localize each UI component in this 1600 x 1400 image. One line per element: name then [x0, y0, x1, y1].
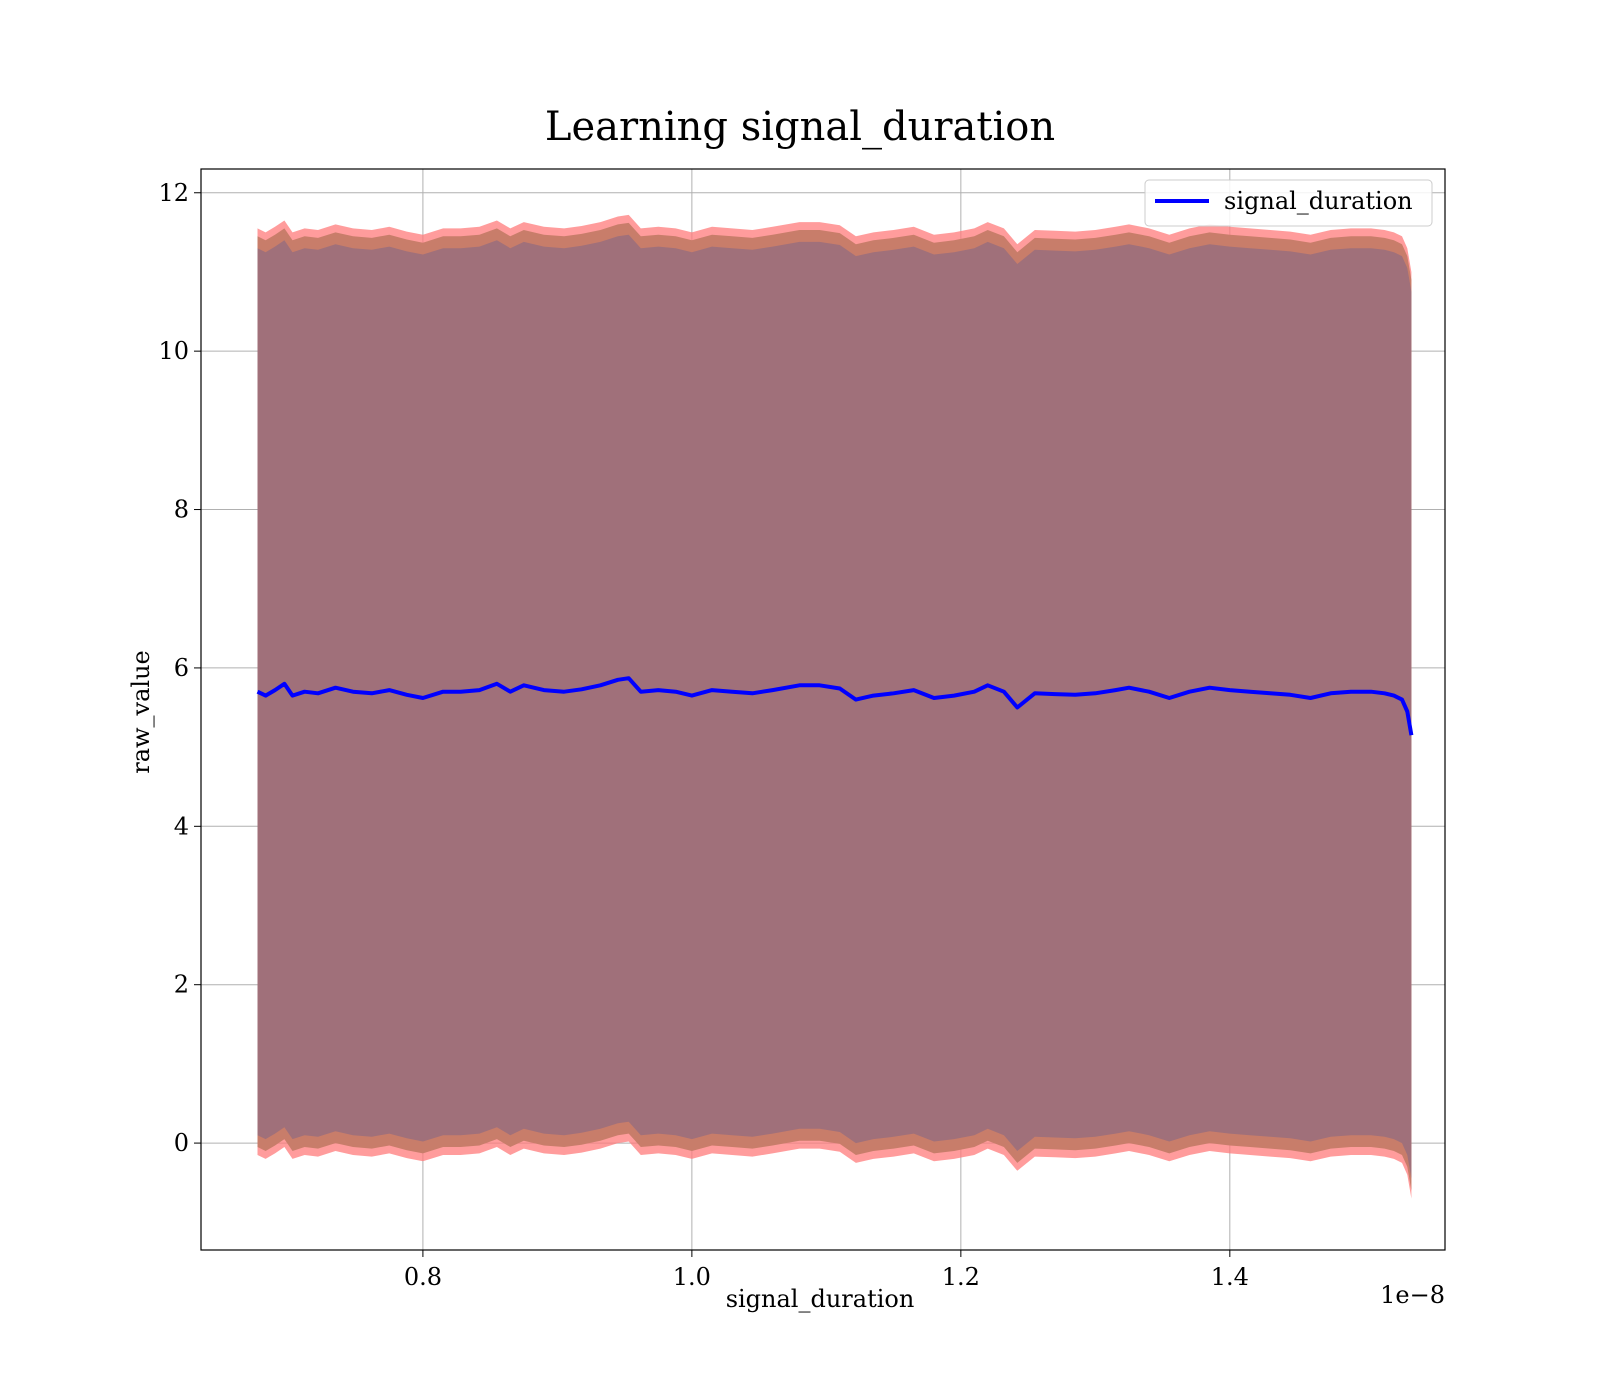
y-tick-label: 8 [174, 496, 189, 524]
x-axis-offset-text: 1e−8 [1380, 1281, 1445, 1309]
x-tick-label: 1.0 [673, 1263, 711, 1291]
y-tick-label: 4 [174, 812, 189, 840]
x-tick-label: 1.4 [1211, 1263, 1249, 1291]
confidence-band-inner [257, 234, 1412, 1179]
y-axis-label: raw_value [127, 650, 155, 774]
y-tick-label: 10 [158, 337, 189, 365]
x-axis-label: signal_duration [726, 1285, 915, 1313]
legend: signal_duration [1144, 179, 1433, 227]
confidence-bands [257, 214, 1412, 1199]
series-lines [256, 676, 1414, 736]
y-tick-label: 12 [158, 179, 189, 207]
y-tick-label: 0 [174, 1129, 189, 1157]
series-line-signal-duration [256, 676, 1414, 736]
y-tick-label: 2 [174, 971, 189, 999]
legend-label: signal_duration [1224, 187, 1413, 215]
x-tick-label: 1.2 [942, 1263, 980, 1291]
chart-title: Learning signal_duration [545, 104, 1055, 150]
legend-box [1144, 179, 1433, 227]
x-tick-label: 0.8 [404, 1263, 442, 1291]
plot-frame [200, 168, 1446, 1251]
y-tick-label: 6 [174, 654, 189, 682]
axis-ticks: 0.8 1.0 1.2 1.4 0 2 4 6 8 10 12 [158, 179, 1248, 1291]
